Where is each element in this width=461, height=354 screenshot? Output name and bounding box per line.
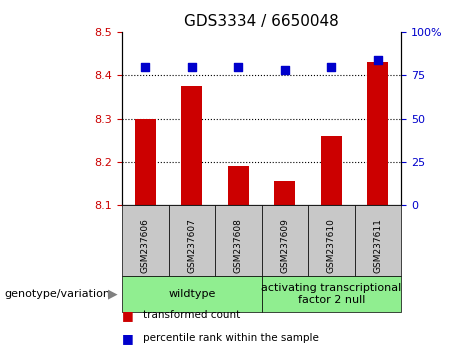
Text: transformed count: transformed count — [143, 310, 240, 320]
Point — [188, 64, 195, 69]
Text: percentile rank within the sample: percentile rank within the sample — [143, 333, 319, 343]
Bar — [367, 62, 388, 205]
Point — [374, 57, 382, 62]
Point — [235, 64, 242, 69]
Text: genotype/variation: genotype/variation — [5, 289, 111, 299]
Text: ■: ■ — [122, 332, 134, 344]
Text: ■: ■ — [122, 309, 134, 321]
Bar — [228, 166, 249, 205]
Point — [142, 64, 149, 69]
Text: GSM237609: GSM237609 — [280, 218, 290, 273]
Point — [281, 67, 289, 73]
Title: GDS3334 / 6650048: GDS3334 / 6650048 — [184, 14, 339, 29]
Text: GSM237608: GSM237608 — [234, 218, 243, 273]
Bar — [321, 136, 342, 205]
Text: GSM237611: GSM237611 — [373, 218, 382, 273]
Point — [328, 64, 335, 69]
Text: GSM237610: GSM237610 — [327, 218, 336, 273]
Bar — [274, 182, 296, 205]
Text: activating transcriptional
factor 2 null: activating transcriptional factor 2 null — [261, 283, 402, 305]
Text: ▶: ▶ — [108, 287, 118, 300]
Text: GSM237606: GSM237606 — [141, 218, 150, 273]
Text: wildtype: wildtype — [168, 289, 216, 299]
Bar — [182, 86, 202, 205]
Text: GSM237607: GSM237607 — [187, 218, 196, 273]
Bar — [135, 119, 156, 205]
